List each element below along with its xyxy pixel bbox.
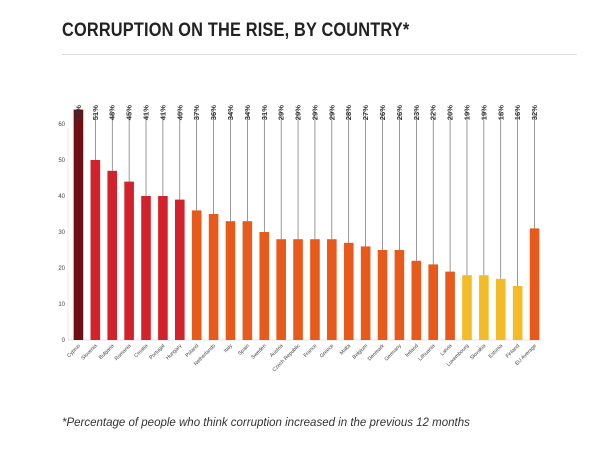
category-label: Greece <box>319 343 335 359</box>
data-label: 41% <box>142 105 151 120</box>
bar <box>377 250 388 340</box>
bar <box>225 221 236 340</box>
category-label: Romania <box>114 343 133 362</box>
category-label: Portugal <box>148 343 166 361</box>
bar <box>293 239 303 340</box>
category-label: Spain <box>237 343 251 357</box>
bar <box>107 170 118 340</box>
bar <box>191 210 202 340</box>
bar <box>394 250 405 340</box>
data-label: 65% <box>74 105 83 120</box>
y-tick-label: 60 <box>58 122 65 128</box>
bar <box>310 239 320 340</box>
title-divider <box>62 54 577 55</box>
data-label: 34% <box>243 105 252 120</box>
y-tick-label: 50 <box>58 158 65 164</box>
bar <box>411 260 422 340</box>
data-label: 23% <box>412 105 421 120</box>
category-label: Hungary <box>165 343 183 361</box>
data-label: 29% <box>277 105 286 120</box>
data-label: 48% <box>108 105 117 120</box>
y-tick-label: 10 <box>58 302 65 308</box>
bar <box>158 196 168 340</box>
data-label: 41% <box>158 105 167 120</box>
y-tick-label: 20 <box>58 266 65 272</box>
data-label: 20% <box>446 105 455 120</box>
data-label: 36% <box>209 105 218 120</box>
data-label: 34% <box>226 105 235 120</box>
bar <box>141 196 151 340</box>
bar <box>276 239 286 340</box>
bar <box>90 160 101 340</box>
y-tick-label: 40 <box>58 194 65 200</box>
bar-chart: 010203040506065%Cyprus51%Slovenia48%Bulg… <box>58 105 543 373</box>
data-label: 16% <box>513 105 522 120</box>
bar <box>242 221 253 340</box>
data-label: 40% <box>175 105 184 120</box>
data-label: 22% <box>429 105 438 120</box>
data-label: 27% <box>361 105 370 120</box>
y-tick-label: 30 <box>58 230 65 236</box>
bar <box>208 214 219 340</box>
category-label: Poland <box>184 343 200 359</box>
y-tick-label: 0 <box>62 338 66 344</box>
bar <box>327 239 337 340</box>
category-label: France <box>303 343 319 359</box>
category-label: Austria <box>269 343 285 359</box>
data-label: 19% <box>462 105 471 120</box>
bar <box>175 199 185 340</box>
bar <box>462 275 472 340</box>
bar <box>512 286 523 340</box>
footnote: *Percentage of people who think corrupti… <box>62 417 470 429</box>
data-label: 32% <box>530 105 539 120</box>
bar <box>360 246 371 340</box>
bar <box>495 278 506 340</box>
category-label: Slovakia <box>469 343 487 361</box>
category-label: Lithuania <box>417 343 436 362</box>
bar <box>124 181 134 340</box>
category-label: Italy <box>223 343 234 354</box>
bar <box>445 271 455 340</box>
bar <box>73 109 84 340</box>
data-label: 26% <box>378 105 387 120</box>
category-label: Slovenia <box>80 343 98 361</box>
data-label: 29% <box>310 105 319 120</box>
data-label: 45% <box>125 105 134 120</box>
data-label: 18% <box>496 105 505 120</box>
data-label: 29% <box>327 105 336 120</box>
category-label: Malta <box>339 343 352 356</box>
bar <box>529 228 540 340</box>
category-label: Ireland <box>404 343 420 359</box>
bar <box>343 242 354 340</box>
data-label: 51% <box>91 105 100 120</box>
data-label: 31% <box>260 105 269 120</box>
data-label: 26% <box>395 105 404 120</box>
category-label: Estonia <box>488 343 505 360</box>
bar <box>428 264 438 340</box>
data-label: 29% <box>294 105 303 120</box>
category-label: Germany <box>383 343 403 363</box>
category-label: Latvia <box>439 343 453 357</box>
category-label: Sweden <box>250 343 268 361</box>
bar <box>479 275 489 340</box>
data-label: 37% <box>192 105 201 120</box>
data-label: 28% <box>344 105 353 120</box>
bar <box>259 232 270 340</box>
chart-title: CORRUPTION ON THE RISE, BY COUNTRY* <box>62 20 410 41</box>
data-label: 19% <box>479 105 488 120</box>
